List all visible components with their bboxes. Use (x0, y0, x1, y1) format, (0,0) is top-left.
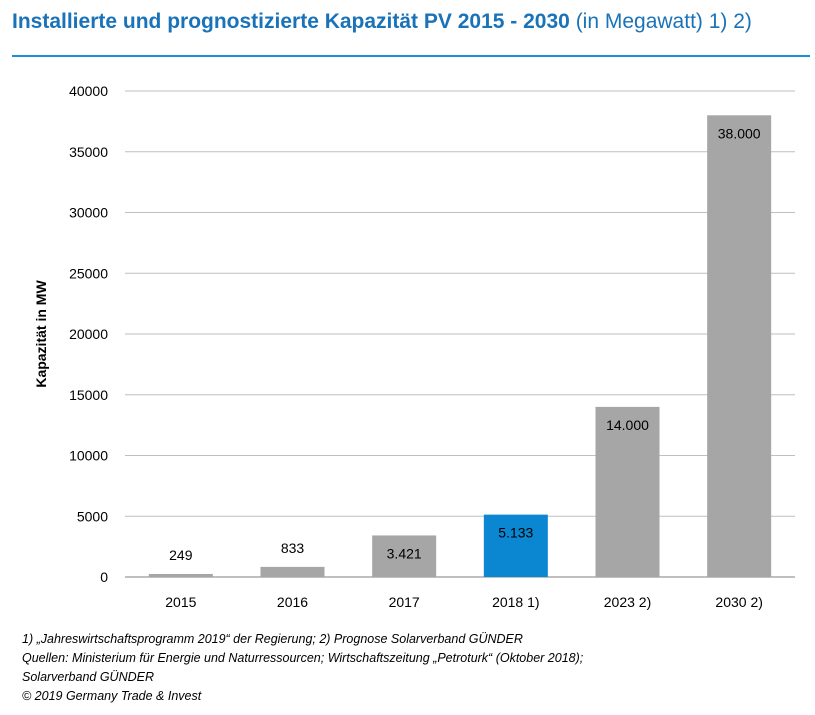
x-tick-label: 2016 (277, 594, 308, 610)
data-label: 249 (169, 547, 193, 563)
chart-title: Installierte und prognostizierte Kapazit… (12, 10, 807, 34)
x-tick-label: 2023 2) (604, 594, 651, 610)
data-label: 833 (281, 540, 305, 556)
y-tick-label: 15000 (69, 387, 108, 403)
x-tick-label: 2015 (165, 594, 196, 610)
bar (260, 566, 325, 577)
y-tick-label: 5000 (77, 508, 108, 524)
footnotes: 1) „Jahreswirtschaftsprogramm 2019“ der … (22, 630, 583, 706)
y-tick-label: 30000 (69, 205, 108, 221)
bar (148, 573, 213, 577)
chart-title-unit: (in Megawatt) 1) 2) (575, 10, 752, 33)
bar (483, 514, 548, 577)
gridlines (125, 90, 795, 578)
data-label: 5.133 (498, 525, 533, 541)
y-tick-label: 10000 (69, 448, 108, 464)
footnote-sources: Quellen: Ministerium für Energie und Nat… (22, 651, 584, 665)
data-label: 38.000 (718, 125, 761, 141)
bar (707, 115, 772, 578)
y-tick-label: 0 (100, 569, 108, 585)
y-axis-ticks: 0 5000 10000 15000 20000 25000 30000 35000 40000 (69, 83, 108, 585)
x-axis-ticks: 2015 2016 2017 2018 1) 2023 2) 2030 2) (165, 594, 763, 610)
copyright: © 2019 Germany Trade & Invest (22, 689, 202, 703)
x-tick-label: 2018 1) (492, 594, 539, 610)
y-tick-label: 35000 (69, 144, 108, 160)
y-tick-label: 25000 (69, 265, 108, 281)
title-divider (12, 55, 810, 57)
bar-chart: 0 5000 10000 15000 20000 25000 30000 35000 40000… (33, 83, 795, 610)
bar (372, 535, 437, 577)
footnote-sources-cont: Solarverband GÜNDER (22, 670, 154, 684)
bars (148, 115, 772, 578)
data-label: 14.000 (606, 417, 649, 433)
data-label: 3.421 (387, 545, 422, 561)
y-axis-label: Kapazität in MW (33, 280, 49, 388)
y-tick-label: 20000 (69, 326, 108, 342)
footnote-1: 1) „Jahreswirtschaftsprogramm 2019“ der … (22, 632, 523, 646)
chart-title-main: Installierte und prognostizierte Kapazit… (12, 10, 570, 33)
x-tick-label: 2030 2) (715, 594, 762, 610)
data-labels: 249 833 3.421 5.133 14.000 38.000 (169, 125, 761, 563)
x-tick-label: 2017 (389, 594, 420, 610)
bar (595, 406, 660, 577)
y-tick-label: 40000 (69, 83, 108, 99)
